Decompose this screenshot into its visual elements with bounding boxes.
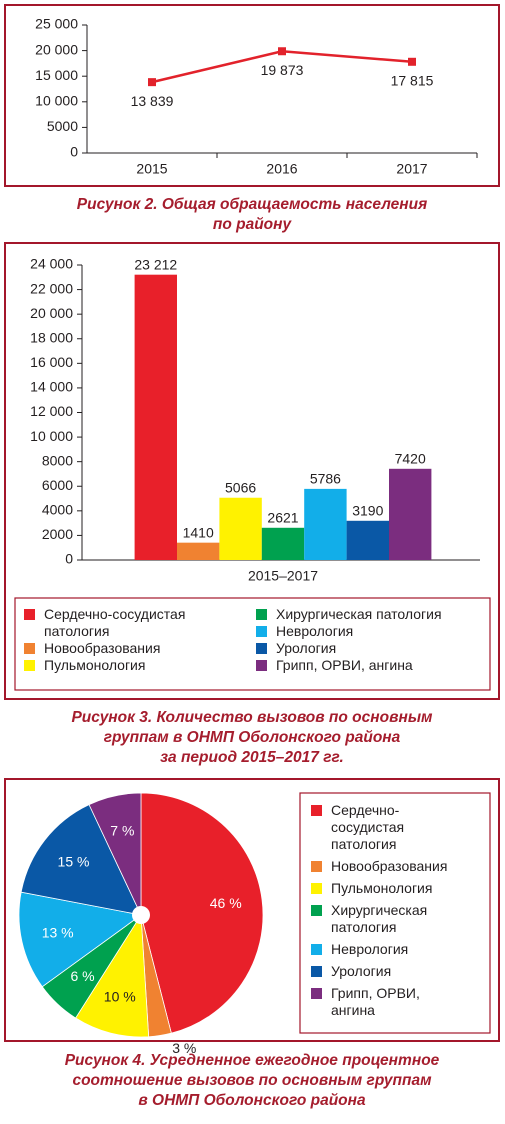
frame [4, 778, 500, 1042]
caption: группам в ОНМП Оболонского района [104, 729, 401, 746]
legend-label: Урология [276, 640, 336, 656]
y-tick-label: 4000 [42, 502, 73, 518]
legend-label: Пульмонология [331, 880, 432, 896]
data-label: 6 % [70, 968, 94, 984]
y-tick-label: 6000 [42, 477, 73, 493]
legend-swatch [256, 643, 267, 654]
data-label: 46 % [210, 895, 242, 911]
data-label: 3 % [172, 1040, 196, 1056]
y-tick-label: 25 000 [35, 16, 78, 32]
y-tick-label: 16 000 [30, 354, 73, 370]
data-label: 17 815 [391, 72, 434, 88]
marker [278, 47, 286, 56]
y-tick-label: 10 000 [30, 428, 73, 444]
marker [148, 78, 156, 87]
pie-hole [132, 906, 150, 924]
legend-label: Неврология [276, 623, 353, 639]
data-label: 5066 [225, 479, 256, 495]
y-tick-label: 24 000 [30, 256, 73, 272]
legend-label: Пульмонология [44, 657, 145, 673]
bar [261, 527, 305, 560]
x-tick-label: 2017 [396, 161, 427, 177]
data-label: 5786 [310, 471, 341, 487]
legend-label: Сердечно-сосудистая патология [331, 802, 408, 852]
y-tick-label: 14 000 [30, 379, 73, 395]
legend-label: Неврология [331, 941, 408, 957]
legend-swatch [311, 861, 322, 872]
pie-slice [88, 792, 142, 916]
y-tick-label: 22 000 [30, 280, 73, 296]
pie-slice [18, 891, 142, 988]
legend-swatch [256, 626, 267, 637]
x-tick-label: 2015–2017 [248, 568, 318, 584]
legend-swatch [311, 905, 322, 916]
marker [408, 57, 416, 66]
y-tick-label: 10 000 [35, 93, 78, 109]
legend-box [299, 792, 491, 1034]
data-label: 7 % [110, 822, 134, 838]
y-tick-label: 20 000 [30, 305, 73, 321]
frame [4, 242, 500, 700]
caption: Рисунок 2. Общая обращаемость населения [77, 196, 427, 213]
y-tick-label: 0 [70, 144, 78, 160]
y-tick-label: 0 [65, 551, 73, 567]
bar [389, 468, 432, 560]
legend-label: Грипп, ОРВИ, ангина [331, 985, 424, 1018]
legend-label: Урология [331, 963, 391, 979]
legend-swatch [24, 643, 35, 654]
pie-slice [75, 913, 150, 1038]
legend-swatch [24, 609, 35, 620]
y-tick-label: 2000 [42, 526, 73, 542]
legend-label: Новообразования [331, 858, 447, 874]
caption: по району [213, 216, 293, 233]
bar [346, 520, 389, 560]
caption: за период 2015–2017 гг. [160, 749, 344, 766]
x-tick-label: 2016 [266, 161, 297, 177]
legend-swatch [311, 966, 322, 977]
pie-slice [140, 792, 264, 1034]
data-label: 15 % [58, 853, 90, 869]
legend-swatch [311, 988, 322, 999]
legend-swatch [256, 609, 267, 620]
data-label: 2621 [267, 509, 298, 525]
legend-swatch [24, 660, 35, 671]
legend-swatch [256, 660, 267, 671]
legend-label: Хирургическая патология [276, 606, 442, 622]
frame [4, 4, 500, 187]
data-label: 7420 [395, 450, 426, 466]
data-label: 10 % [104, 988, 136, 1004]
data-label: 23 212 [134, 256, 177, 272]
caption: Рисунок 4. Усредненное ежегодное процент… [65, 1052, 440, 1069]
caption: Рисунок 3. Количество вызовов по основны… [71, 709, 433, 726]
data-label: 3190 [352, 502, 383, 518]
y-tick-label: 15 000 [35, 67, 78, 83]
legend-swatch [311, 805, 322, 816]
bar [177, 542, 220, 560]
caption: в ОНМП Оболонского района [138, 1092, 366, 1109]
y-tick-label: 8000 [42, 452, 73, 468]
pie-slice [20, 804, 142, 916]
legend-label: Грипп, ОРВИ, ангина [276, 657, 413, 673]
bar [134, 274, 177, 560]
legend-swatch [311, 883, 322, 894]
legend-swatch [311, 944, 322, 955]
y-tick-label: 12 000 [30, 403, 73, 419]
legend-label: Сердечно-сосудистая патология [44, 606, 189, 639]
data-label: 1410 [183, 524, 214, 540]
data-label: 13 839 [131, 93, 174, 109]
y-tick-label: 5000 [47, 118, 78, 134]
legend-label: Новообразования [44, 640, 160, 656]
caption: соотношение вызовов по основным группам [72, 1072, 432, 1089]
x-tick-label: 2015 [136, 161, 167, 177]
y-tick-label: 20 000 [35, 41, 78, 57]
bar [304, 488, 347, 560]
bar [219, 497, 262, 560]
y-tick-label: 18 000 [30, 329, 73, 345]
data-label: 13 % [42, 924, 74, 940]
legend-box [14, 597, 491, 691]
legend-label: Хирургическая патология [331, 902, 431, 935]
data-label: 19 873 [261, 62, 304, 78]
